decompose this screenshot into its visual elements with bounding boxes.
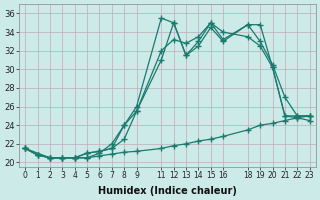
X-axis label: Humidex (Indice chaleur): Humidex (Indice chaleur) [98, 186, 237, 196]
